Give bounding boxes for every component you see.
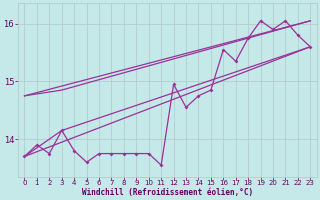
X-axis label: Windchill (Refroidissement éolien,°C): Windchill (Refroidissement éolien,°C): [82, 188, 253, 197]
